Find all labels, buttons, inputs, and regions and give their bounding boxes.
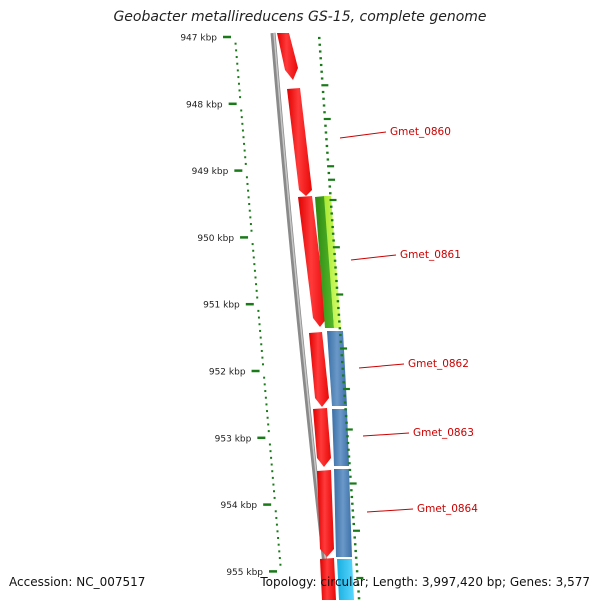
gene-label-gmet-0863[interactable]: Gmet_0863 — [413, 427, 474, 439]
gene-block-gmet-0861-green[interactable] — [315, 196, 334, 328]
ruler-tick-label: 950 kbp — [197, 234, 234, 244]
ruler-tick-label: 949 kbp — [192, 167, 229, 177]
label-leader-line — [358, 363, 405, 369]
cds-arrow[interactable] — [287, 88, 312, 196]
gene-label-gmet-0862[interactable]: Gmet_0862 — [408, 358, 469, 370]
ruler-tick-label: 948 kbp — [186, 100, 223, 110]
accession-text: Accession: NC_007517 — [9, 575, 146, 589]
gene-block-cyan[interactable] — [337, 559, 354, 600]
cds-arrow[interactable] — [309, 332, 329, 407]
ruler-tick-label: 954 kbp — [220, 501, 257, 511]
ruler-tick-label: 953 kbp — [215, 434, 252, 444]
ruler-tick-label: 955 kbp — [226, 568, 263, 578]
map-title: Geobacter metallireducens GS-15, complet… — [113, 9, 487, 25]
gene-block-gmet-0864[interactable] — [334, 469, 352, 557]
cds-arrow[interactable] — [298, 196, 327, 327]
ruler: 947 kbp 948 kbp 949 kbp 950 kbp 951 kbp 952 k… — [180, 34, 282, 578]
gc-skew-track — [318, 36, 364, 600]
gene-block-gmet-0863[interactable] — [332, 409, 349, 466]
gene-labels: Gmet_0860 Gmet_0861 Gmet_0862 Gmet_0863 Gmet… — [339, 126, 478, 515]
ruler-tick-label: 947 kbp — [180, 34, 217, 44]
cds-arrow[interactable] — [317, 470, 334, 557]
genome-summary: Topology: circular; Length: 3,997,420 bp… — [260, 575, 590, 589]
gene-block-gmet-0862[interactable] — [327, 331, 347, 406]
label-leader-line — [362, 432, 410, 437]
ruler-tick-label: 952 kbp — [209, 368, 246, 378]
cds-arrow[interactable] — [313, 408, 331, 467]
label-leader-line — [339, 131, 387, 139]
cds-arrow[interactable] — [277, 33, 298, 80]
label-leader-line — [366, 508, 414, 513]
cds-arrow[interactable] — [320, 558, 336, 600]
label-leader-line — [350, 254, 397, 261]
ruler-tick-label: 951 kbp — [203, 301, 240, 311]
gene-label-gmet-0861[interactable]: Gmet_0861 — [400, 249, 461, 261]
gene-label-gmet-0860[interactable]: Gmet_0860 — [390, 126, 451, 138]
gene-label-gmet-0864[interactable]: Gmet_0864 — [417, 503, 478, 515]
